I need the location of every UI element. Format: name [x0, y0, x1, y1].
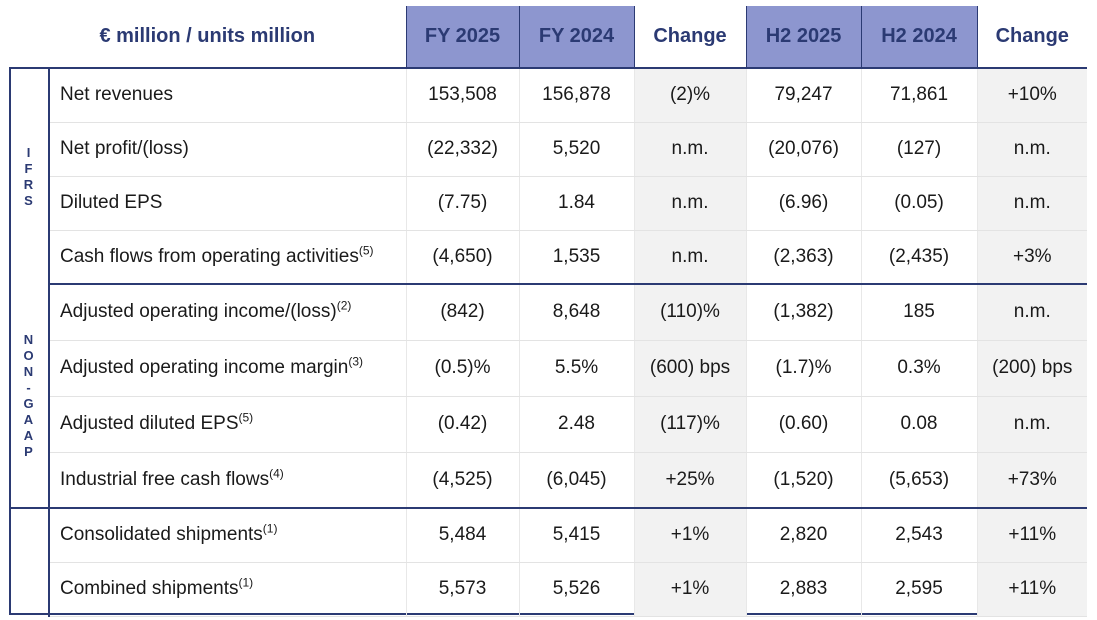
cell: 71,861: [860, 68, 978, 123]
cell: n.m.: [976, 122, 1088, 177]
cell: +73%: [976, 452, 1088, 509]
row-label: Net revenues: [49, 68, 407, 123]
cell: 2,595: [860, 562, 978, 617]
row-label: Diluted EPS: [49, 176, 407, 231]
cell: 1,535: [518, 230, 635, 285]
header-fy2024: FY 2024: [518, 6, 635, 69]
cell: 153,508: [405, 68, 520, 123]
cell: 2,883: [745, 562, 862, 617]
cell: (0.5)%: [405, 340, 520, 397]
cell: n.m.: [976, 396, 1088, 453]
cell: (4,650): [405, 230, 520, 285]
cell: (1.7)%: [745, 340, 862, 397]
cell: 0.08: [860, 396, 978, 453]
header-change-h2: Change: [977, 6, 1088, 69]
cell: n.m.: [976, 176, 1088, 231]
cell: (0.60): [745, 396, 862, 453]
row-label: Net profit/(loss): [49, 122, 407, 177]
cell: 5.5%: [518, 340, 635, 397]
cell: (0.42): [405, 396, 520, 453]
row-label: Industrial free cash flows(4): [49, 452, 407, 509]
cell: (600) bps: [633, 340, 747, 397]
cell: (6,045): [518, 452, 635, 509]
table-row: Adjusted operating income margin(3) (0.5…: [9, 340, 1088, 397]
cell: 79,247: [745, 68, 862, 123]
cell: +3%: [976, 230, 1088, 285]
cell: n.m.: [633, 122, 747, 177]
cell: (22,332): [405, 122, 520, 177]
cell: (1,382): [745, 284, 862, 341]
table-row: Industrial free cash flows(4) (4,525) (6…: [9, 452, 1088, 509]
cell: (6.96): [745, 176, 862, 231]
table-row: Combined shipments(1) 5,573 5,526 +1% 2,…: [9, 562, 1088, 617]
table-row: Cash flows from operating activities(5) …: [9, 230, 1088, 285]
cell: (0.05): [860, 176, 978, 231]
cell: (7.75): [405, 176, 520, 231]
header-row: € million / units million FY 2025 FY 202…: [9, 6, 1088, 69]
cell: (117)%: [633, 396, 747, 453]
cell: (842): [405, 284, 520, 341]
cell: n.m.: [633, 230, 747, 285]
cell: (2,435): [860, 230, 978, 285]
cell: (200) bps: [976, 340, 1088, 397]
table-row: Consolidated shipments(1) 5,484 5,415 +1…: [9, 508, 1088, 616]
cell: 185: [860, 284, 978, 341]
shipments-group-label: [9, 508, 50, 616]
cell: 2.48: [518, 396, 635, 453]
cell: n.m.: [976, 284, 1088, 341]
cell: 2,820: [745, 508, 862, 563]
cell: (2)%: [633, 68, 747, 123]
cell: 2,543: [860, 508, 978, 563]
cell: (1,520): [745, 452, 862, 509]
cell: (4,525): [405, 452, 520, 509]
table-row: Diluted EPS (7.75) 1.84 n.m. (6.96) (0.0…: [9, 176, 1088, 231]
cell: 5,415: [518, 508, 635, 563]
cell: 0.3%: [860, 340, 978, 397]
row-label: Adjusted operating income/(loss)(2): [49, 284, 407, 341]
cell: 8,648: [518, 284, 635, 341]
row-label: Consolidated shipments(1): [49, 508, 407, 563]
cell: +25%: [633, 452, 747, 509]
row-label: Combined shipments(1): [49, 562, 407, 617]
cell: (127): [860, 122, 978, 177]
row-label: Adjusted operating income margin(3): [49, 340, 407, 397]
cell: n.m.: [633, 176, 747, 231]
cell: +1%: [633, 562, 747, 617]
cell: +11%: [976, 562, 1088, 617]
cell: (5,653): [860, 452, 978, 509]
cell: 5,573: [405, 562, 520, 617]
financial-results-table: € million / units million FY 2025 FY 202…: [9, 6, 1088, 617]
cell: +1%: [633, 508, 747, 563]
cell: +11%: [976, 508, 1088, 563]
row-label: Adjusted diluted EPS(5): [49, 396, 407, 453]
table-row: Adjusted diluted EPS(5) (0.42) 2.48 (117…: [9, 396, 1088, 453]
header-units: € million / units million: [9, 6, 407, 69]
header-h2-2024: H2 2024: [860, 6, 978, 69]
cell: 156,878: [518, 68, 635, 123]
cell: 5,520: [518, 122, 635, 177]
header-fy2025: FY 2025: [405, 6, 520, 69]
cell: 5,484: [405, 508, 520, 563]
row-label: Cash flows from operating activities(5): [49, 230, 407, 285]
cell: (2,363): [745, 230, 862, 285]
table-row: Net profit/(loss) (22,332) 5,520 n.m. (2…: [9, 122, 1088, 177]
header-h2-2025: H2 2025: [745, 6, 862, 69]
cell: +10%: [976, 68, 1088, 123]
cell: (110)%: [633, 284, 747, 341]
cell: 5,526: [518, 562, 635, 617]
header-change-fy: Change: [634, 6, 747, 69]
cell: 1.84: [518, 176, 635, 231]
cell: (20,076): [745, 122, 862, 177]
